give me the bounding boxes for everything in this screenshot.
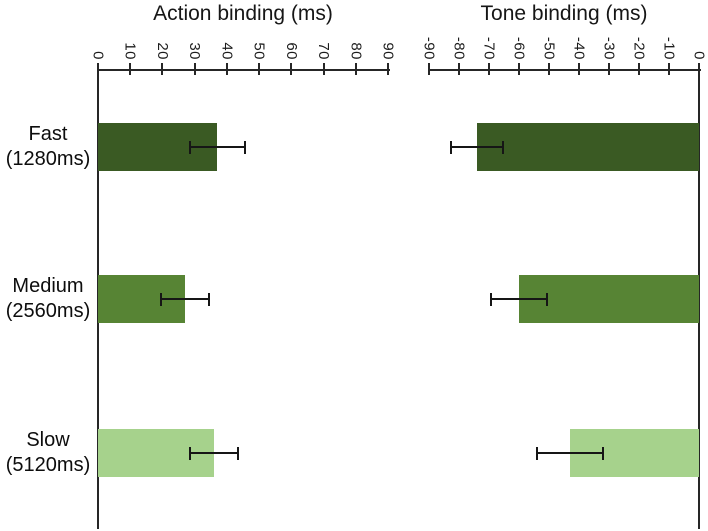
tone-tick [428, 63, 430, 75]
action-tick [161, 63, 164, 75]
tone-error-bar [491, 298, 547, 300]
action-x-axis-line [98, 69, 390, 71]
tone-error-bar-cap [536, 446, 539, 460]
tone-bar-medium [519, 275, 699, 323]
action-tick-label: 50 [250, 42, 268, 60]
action-tick [322, 63, 325, 75]
category-line2: (5120ms) [5, 454, 91, 476]
action-error-bar-cap [188, 446, 191, 460]
action-tick-label: 80 [347, 42, 365, 60]
tone-error-bar-cap [490, 292, 493, 306]
action-tick-label: 40 [218, 42, 236, 60]
tone-tick [668, 63, 670, 75]
tone-tick [638, 63, 640, 75]
tone-tick-label: -80 [450, 36, 468, 60]
tone-bar-fast [477, 123, 699, 171]
action-tick [290, 63, 293, 75]
action-tick-label: 90 [379, 42, 397, 60]
category-label-medium: Medium (2560ms) [0, 274, 96, 324]
action-tick-label: 60 [282, 42, 300, 60]
tone-tick-label: -40 [570, 36, 588, 60]
tone-tick-label: 0 [690, 51, 708, 60]
action-tick [129, 63, 132, 75]
tone-tick [458, 63, 460, 75]
tone-tick [518, 63, 520, 75]
tone-tick-label: -70 [480, 36, 498, 60]
tone-error-bar-cap [545, 292, 548, 306]
action-tick-label: 10 [121, 42, 139, 60]
action-error-bar-cap [243, 140, 246, 154]
action-error-bar [189, 452, 239, 454]
tone-error-bar-cap [501, 140, 504, 154]
tone-error-bar [451, 146, 503, 148]
action-tick-label: 0 [89, 51, 107, 60]
action-error-bar [189, 146, 245, 148]
tone-tick-label: -10 [660, 36, 678, 60]
tone-error-bar [537, 452, 603, 454]
action-error-bar [161, 298, 209, 300]
category-line1: Medium [12, 275, 84, 297]
tone-tick-label: -60 [510, 36, 528, 60]
tone-tick-label: -20 [630, 36, 648, 60]
action-binding-panel-title: Action binding (ms) [153, 2, 333, 25]
tone-tick [608, 63, 610, 75]
tone-tick-label: -30 [600, 36, 618, 60]
tone-error-bar-cap [450, 140, 453, 154]
category-line2: (1280ms) [5, 148, 91, 170]
action-tick [258, 63, 261, 75]
tone-tick [548, 63, 550, 75]
action-tick-label: 30 [186, 42, 204, 60]
tone-error-bar-cap [601, 446, 604, 460]
tone-x-axis-line [429, 69, 701, 71]
category-label-slow: Slow (5120ms) [0, 428, 96, 478]
category-line2: (2560ms) [5, 300, 91, 322]
action-error-bar-cap [237, 446, 240, 460]
tone-tick-label: -50 [540, 36, 558, 60]
action-tick [225, 63, 228, 75]
action-error-bar-cap [188, 140, 191, 154]
action-tick-label: 70 [315, 42, 333, 60]
category-label-fast: Fast (1280ms) [0, 122, 96, 172]
tone-tick [578, 63, 580, 75]
tone-tick [698, 63, 700, 75]
tone-tick [488, 63, 490, 75]
tone-binding-panel-title: Tone binding (ms) [480, 2, 648, 25]
category-line1: Fast [28, 123, 68, 145]
action-tick [387, 63, 389, 75]
action-tick [354, 63, 357, 75]
tone-tick-label: -90 [420, 36, 438, 60]
action-error-bar-cap [160, 292, 163, 306]
action-tick-label: 20 [153, 42, 171, 60]
action-tick [193, 63, 196, 75]
action-tick [97, 63, 99, 75]
tone-zero-spine [698, 70, 700, 529]
category-line1: Slow [26, 429, 70, 451]
action-error-bar-cap [207, 292, 210, 306]
